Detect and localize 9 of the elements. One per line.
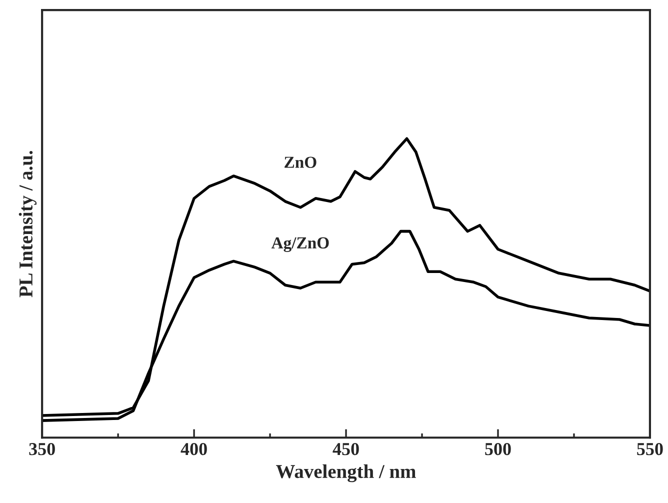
x-tick-label: 550 xyxy=(637,442,663,456)
x-tick-label: 500 xyxy=(485,442,511,456)
x-tick-label: 400 xyxy=(180,442,207,456)
series-label: ZnO xyxy=(284,156,316,168)
x-tick-label: 350 xyxy=(29,442,55,456)
series-label: Ag/ZnO xyxy=(271,237,329,252)
x-tick-label: 450 xyxy=(332,442,359,456)
x-axis-title: Wavelength / nm xyxy=(276,464,416,482)
y-axis-title: PL Intensity / a.u. xyxy=(18,150,37,298)
